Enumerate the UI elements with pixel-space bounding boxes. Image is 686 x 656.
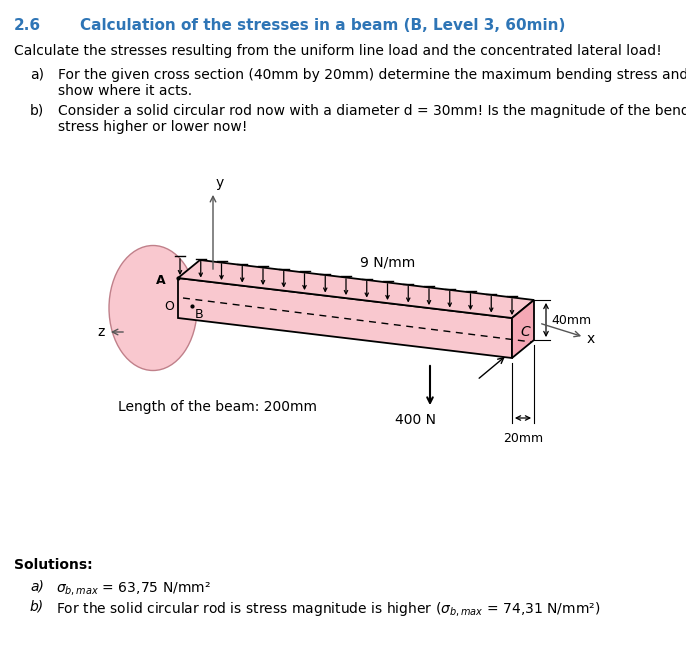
Text: B: B: [195, 308, 204, 321]
Text: For the solid circular rod is stress magnitude is higher ($\mathit{\sigma_{b,max: For the solid circular rod is stress mag…: [56, 600, 600, 618]
Text: stress higher or lower now!: stress higher or lower now!: [58, 120, 248, 134]
Polygon shape: [512, 300, 534, 358]
Text: show where it acts.: show where it acts.: [58, 84, 192, 98]
Text: a): a): [30, 68, 44, 82]
Text: b): b): [30, 104, 45, 118]
Ellipse shape: [109, 245, 197, 371]
Text: Consider a solid circular rod now with a diameter d = 30mm! Is the magnitude of : Consider a solid circular rod now with a…: [58, 104, 686, 118]
Text: $\mathit{\sigma_{b,max}}$ = 63,75 N/mm²: $\mathit{\sigma_{b,max}}$ = 63,75 N/mm²: [56, 580, 211, 597]
Text: Solutions:: Solutions:: [14, 558, 93, 572]
Text: 20mm: 20mm: [503, 432, 543, 445]
Text: Calculate the stresses resulting from the uniform line load and the concentrated: Calculate the stresses resulting from th…: [14, 44, 662, 58]
Text: b): b): [30, 600, 44, 614]
Text: Calculation of the stresses in a beam (B, Level 3, 60min): Calculation of the stresses in a beam (B…: [80, 18, 565, 33]
Text: 2.6: 2.6: [14, 18, 41, 33]
Text: C: C: [520, 325, 530, 339]
Text: 400 N: 400 N: [395, 413, 436, 427]
Polygon shape: [178, 278, 512, 358]
Text: O: O: [164, 300, 174, 313]
Text: 40mm: 40mm: [551, 314, 591, 327]
Polygon shape: [178, 260, 534, 318]
Text: Length of the beam: 200mm: Length of the beam: 200mm: [118, 400, 317, 414]
Text: z: z: [97, 325, 105, 339]
Text: For the given cross section (40mm by 20mm) determine the maximum bending stress : For the given cross section (40mm by 20m…: [58, 68, 686, 82]
Text: a): a): [30, 580, 44, 594]
Text: A: A: [156, 274, 166, 287]
Text: y: y: [216, 176, 224, 190]
Text: x: x: [587, 332, 595, 346]
Text: 9 N/mm: 9 N/mm: [360, 255, 415, 269]
